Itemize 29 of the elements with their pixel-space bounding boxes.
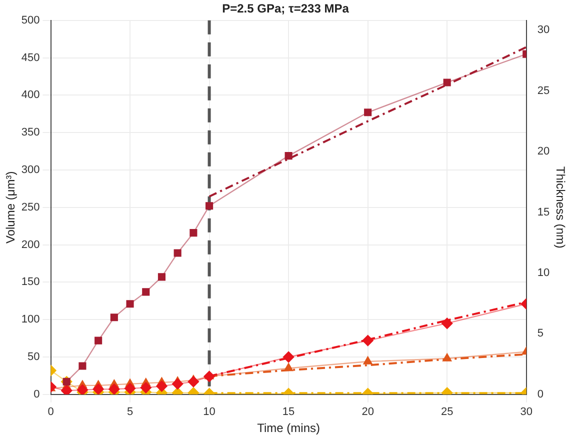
y2-axis-title: Thickness (nm): [553, 166, 568, 248]
y-tick-label: 200: [21, 238, 40, 251]
y2-tick-label: 30: [537, 24, 550, 36]
y2-tick-label: 15: [537, 206, 550, 218]
y2-tick-label: 25: [537, 84, 550, 97]
x-tick-label: 20: [362, 406, 374, 418]
y-tick-label: 400: [21, 89, 40, 102]
y-axis-title: Volume (μm³): [4, 171, 18, 244]
x-tick-label: 25: [440, 406, 454, 418]
y2-tick-label: 20: [537, 146, 550, 158]
x-axis-title: Time (mins): [257, 421, 320, 436]
y-tick-label: 350: [21, 126, 40, 139]
y-tick-label: 50: [28, 351, 40, 364]
y-tick-label: 450: [21, 52, 40, 64]
y-tick-label: 150: [21, 276, 40, 288]
x-tick-label: 10: [203, 406, 216, 418]
x-tick-label: 30: [520, 406, 532, 418]
y2-tick-label: 10: [537, 267, 550, 280]
y-tick-label: 500: [21, 14, 40, 26]
y2-tick-label: 5: [537, 328, 544, 340]
y-tick-label: 100: [21, 314, 40, 326]
x-tick-label: 15: [282, 406, 295, 418]
x-tick-label: 5: [126, 406, 134, 418]
x-tick-label: 0: [48, 406, 54, 418]
y-tick-label: 0: [34, 388, 40, 400]
y2-tick-label: 0: [537, 388, 544, 400]
y-tick-label: 250: [21, 201, 40, 214]
y-tick-label: 300: [21, 164, 40, 176]
chart-title: P=2.5 GPa; τ=233 MPa: [222, 2, 350, 16]
